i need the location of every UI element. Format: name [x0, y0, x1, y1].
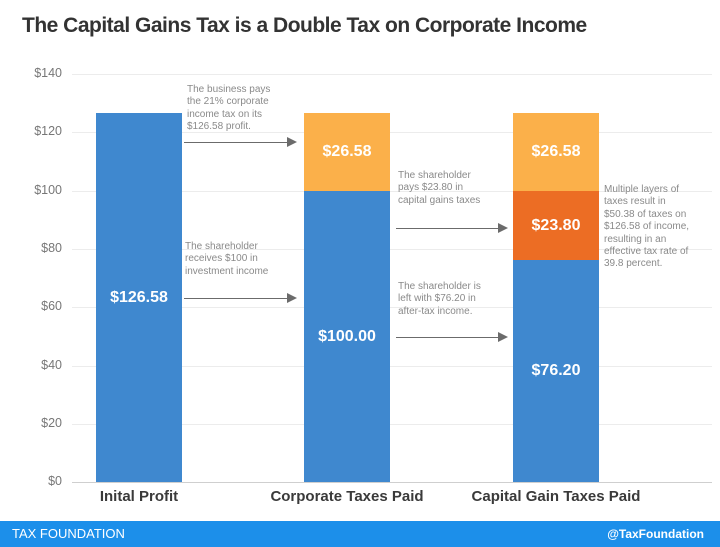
annotation-corporate-tax: The business pays the 21% corporate inco…: [187, 84, 270, 134]
annotation-line: The shareholder: [185, 241, 258, 252]
gridline: [72, 74, 712, 75]
annotation-line: The business pays: [187, 84, 271, 95]
footer-bar: TAX FOUNDATION @TaxFoundation: [0, 521, 720, 547]
y-tick: $0: [48, 474, 62, 488]
annotation-summary: Multiple layers of taxes result in $50.3…: [604, 184, 689, 271]
bar-initial-profit: $126.58: [96, 113, 182, 482]
y-tick: $80: [41, 241, 62, 255]
annotation-capital-gains-tax: The shareholder pays $23.80 in capital g…: [398, 170, 480, 207]
gridline: [72, 191, 712, 192]
data-label: $26.58: [322, 143, 372, 160]
arrow-icon: [184, 293, 297, 303]
footer-brand: TAX FOUNDATION: [12, 526, 125, 541]
gridline: [72, 249, 712, 250]
annotation-line: resulting in an: [604, 233, 667, 245]
annotation-line: left with $76.20 in: [398, 293, 476, 305]
gridline: [72, 366, 712, 367]
bar-segment-corporate-tax: $26.58: [304, 113, 390, 191]
arrow-icon: [396, 332, 508, 342]
arrow-icon: [396, 223, 508, 233]
y-tick: $40: [41, 358, 62, 372]
annotation-line: taxes result in: [604, 196, 666, 208]
y-tick: $100: [34, 183, 62, 197]
x-label: Capital Gain Taxes Paid: [471, 488, 641, 505]
annotation-line: investment income: [185, 265, 269, 277]
annotation-line: the 21% corporate: [187, 96, 269, 108]
bar-capital-gain-taxes: $26.58 $23.80 $76.20: [513, 113, 599, 482]
y-tick: $140: [34, 66, 62, 80]
data-label: $126.58: [110, 288, 168, 306]
bar-segment-corporate-tax: $26.58: [513, 113, 599, 191]
annotation-investment-income: The shareholder receives $100 in investm…: [185, 241, 268, 278]
annotation-after-tax: The shareholder is left with $76.20 in a…: [398, 281, 481, 318]
annotation-line: $126.58 of income,: [604, 221, 690, 233]
annotation-line: 39.8 percent.: [604, 258, 663, 270]
bar-segment-after-tax-income: $76.20: [513, 260, 599, 482]
annotation-line: The shareholder is: [398, 281, 481, 292]
annotation-line: The shareholder: [398, 170, 471, 181]
gridline: [72, 424, 712, 425]
data-label: $100.00: [318, 327, 376, 345]
bar-segment-income: $126.58: [96, 113, 182, 482]
annotation-line: $126.58 profit.: [187, 121, 251, 133]
bar-segment-income: $100.00: [304, 191, 390, 482]
chart-title: The Capital Gains Tax is a Double Tax on…: [22, 14, 587, 37]
annotation-line: income tax on its: [187, 108, 263, 120]
data-label: $76.20: [531, 362, 581, 379]
bar-corporate-taxes: $26.58 $100.00: [304, 113, 390, 482]
annotation-line: receives $100 in: [185, 253, 258, 265]
gridline: [72, 307, 712, 308]
annotation-line: pays $23.80 in: [398, 182, 464, 194]
annotation-line: capital gains taxes: [398, 194, 481, 206]
y-tick: $120: [34, 124, 62, 138]
footer-handle: @TaxFoundation: [607, 527, 704, 541]
data-label: $23.80: [531, 216, 581, 234]
y-tick: $60: [41, 299, 62, 313]
annotation-line: effective tax rate of: [604, 246, 689, 258]
y-tick: $20: [41, 416, 62, 430]
annotation-line: Multiple layers of: [604, 184, 680, 195]
x-label: Inital Profit: [99, 488, 179, 505]
gridline: [72, 132, 712, 133]
annotation-line: after-tax income.: [398, 305, 473, 317]
data-label: $26.58: [531, 143, 581, 160]
bar-segment-capital-gains-tax: $23.80: [513, 191, 599, 260]
annotation-line: $50.38 of taxes on: [604, 208, 687, 220]
x-axis-line: [72, 482, 712, 483]
x-label: Corporate Taxes Paid: [270, 488, 424, 505]
arrow-icon: [184, 137, 297, 147]
